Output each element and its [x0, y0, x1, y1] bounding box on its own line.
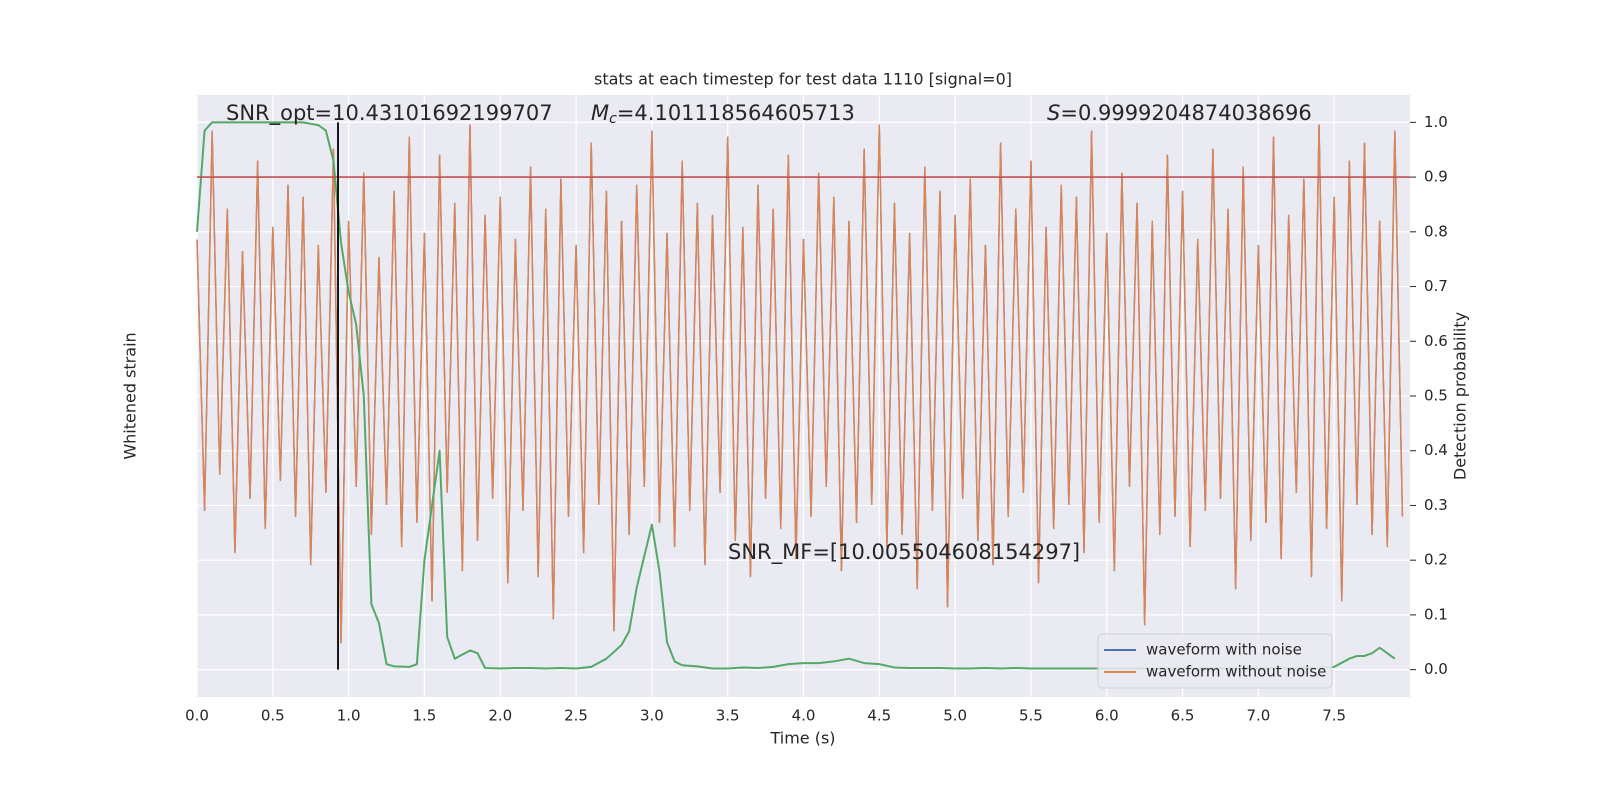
x-tick-label: 1.0	[337, 707, 361, 725]
x-axis-label: Time (s)	[769, 729, 835, 748]
y2-axis-label: Detection probability	[1451, 312, 1470, 480]
x-tick-label: 4.0	[792, 707, 816, 725]
y-axis-label: Whitened strain	[121, 332, 140, 459]
x-tick-label: 3.5	[716, 707, 740, 725]
legend-label: waveform with noise	[1146, 641, 1302, 659]
y2-tick-label: 0.3	[1424, 496, 1448, 514]
y2-tick-label: 0.4	[1424, 441, 1448, 459]
annotation-symbol: S	[1047, 101, 1060, 125]
annotation-text: =0.9999204874038696	[1060, 101, 1311, 125]
annotation: S=0.9999204874038696	[1047, 101, 1312, 125]
annotation-subscript: c	[609, 111, 617, 127]
x-tick-label: 2.5	[564, 707, 588, 725]
x-tick-label: 4.5	[867, 707, 891, 725]
x-tick-label: 1.5	[413, 707, 437, 725]
y2-tick-label: 0.9	[1424, 168, 1448, 186]
annotation: SNR_MF=[10.005504608154297]	[728, 540, 1080, 565]
x-tick-label: 6.5	[1171, 707, 1195, 725]
y2-tick-label: 0.2	[1424, 551, 1448, 569]
y2-tick-label: 0.7	[1424, 277, 1448, 295]
annotation: Mc=4.101118564605713	[591, 101, 855, 127]
x-tick-label: 5.5	[1019, 707, 1043, 725]
annotation: SNR_opt=10.43101692199707	[226, 101, 553, 126]
annotation-text: SNR_MF=[10.005504608154297]	[728, 540, 1080, 565]
series-line	[196, 121, 1396, 670]
y2-tick-label: 0.0	[1424, 660, 1448, 678]
annotation-text: =4.101118564605713	[617, 101, 855, 125]
x-tick-label: 0.0	[185, 707, 209, 725]
y2-tick-label: 0.1	[1424, 605, 1448, 623]
x-tick-label: 5.0	[943, 707, 967, 725]
y2-tick-label: 0.8	[1424, 222, 1448, 240]
legend-box	[1097, 633, 1333, 689]
annotation-symbol: M	[591, 101, 609, 125]
x-tick-label: 6.0	[1095, 707, 1119, 725]
chart-title: stats at each timestep for test data 111…	[594, 70, 1012, 89]
x-tick-label: 7.0	[1246, 707, 1270, 725]
x-tick-label: 2.0	[488, 707, 512, 725]
y2-tick-label: 0.6	[1424, 332, 1448, 350]
y2-tick-label: 0.5	[1424, 387, 1448, 405]
x-tick-label: 3.0	[640, 707, 664, 725]
series-line	[196, 124, 1404, 644]
x-tick-label: 0.5	[261, 707, 285, 725]
x-tick-label: 7.5	[1322, 707, 1346, 725]
y2-tick-label: 1.0	[1424, 113, 1448, 131]
annotation-text: SNR_opt=10.43101692199707	[226, 101, 553, 126]
legend-label: waveform without noise	[1146, 663, 1326, 681]
